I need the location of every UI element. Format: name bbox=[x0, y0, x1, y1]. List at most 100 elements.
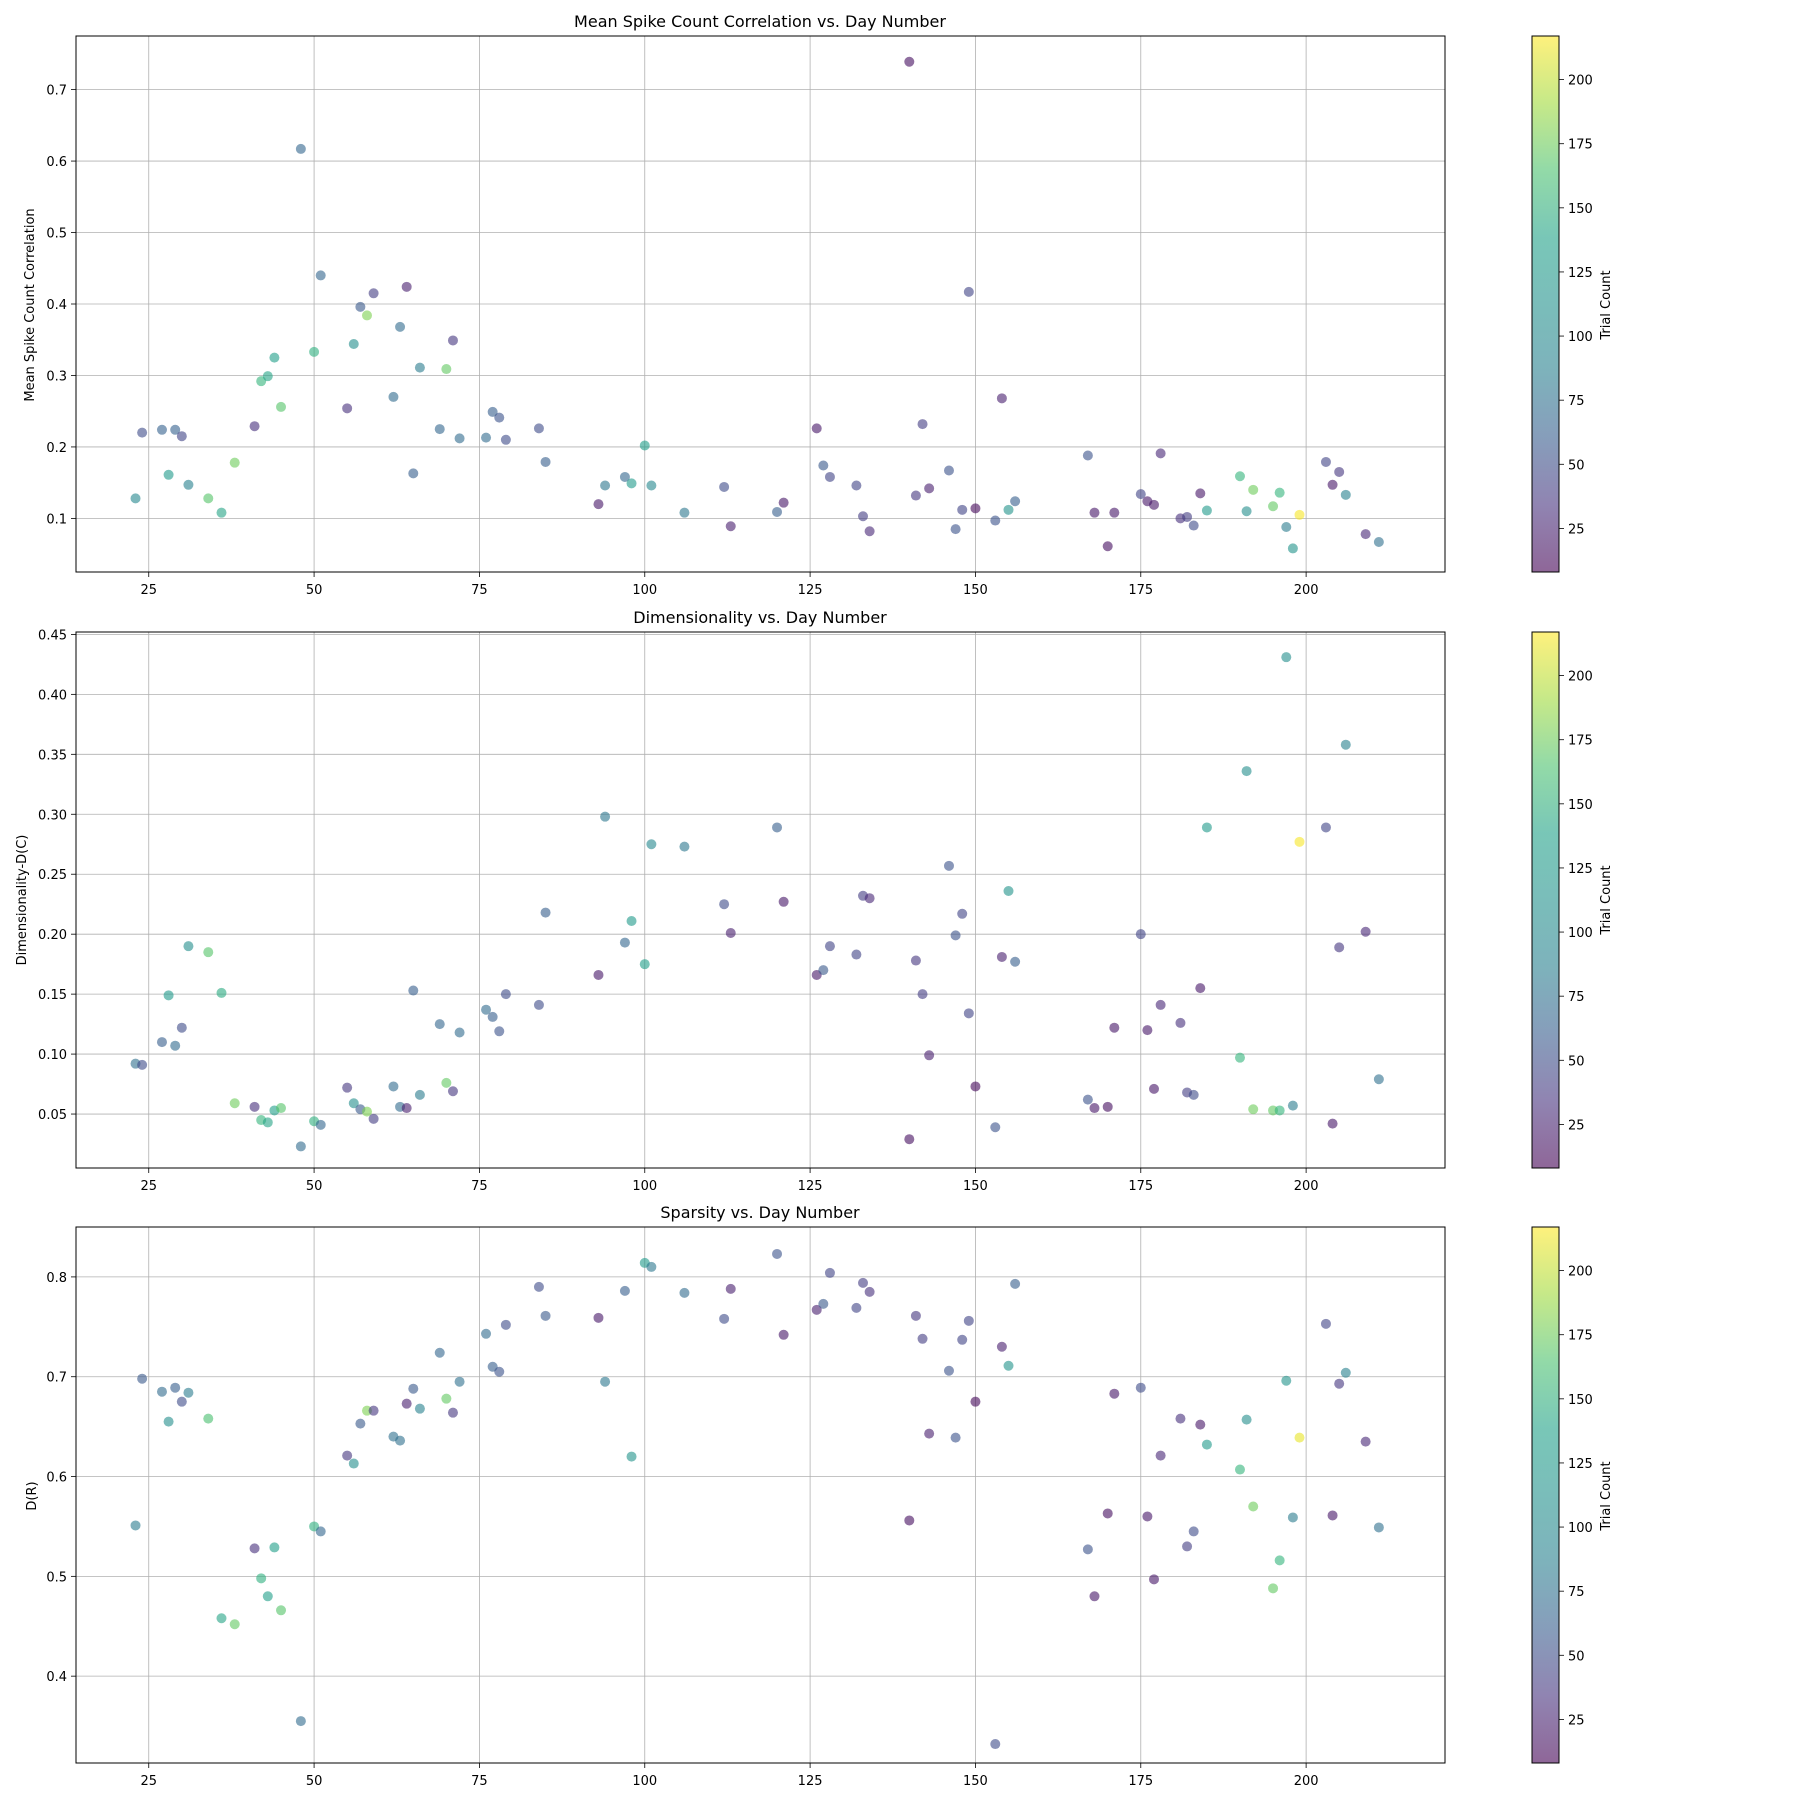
scatter-point bbox=[943, 465, 954, 476]
scatter-point bbox=[249, 1543, 260, 1554]
colorbar-ticks: 25 50 75 100 125 150 175 200 bbox=[1559, 1265, 1593, 1728]
scatter-point bbox=[256, 1573, 267, 1584]
scatter-point bbox=[315, 1119, 326, 1130]
scatter-point bbox=[904, 1515, 915, 1526]
scatter-point bbox=[1142, 1025, 1153, 1036]
colorbar-ticks: 25 50 75 100 125 150 175 200 bbox=[1559, 670, 1593, 1133]
scatter-point bbox=[249, 421, 260, 432]
scatter-point bbox=[1340, 739, 1351, 750]
scatter-point bbox=[1010, 956, 1021, 967]
panel-title: Dimensionality vs. Day Number bbox=[633, 608, 887, 627]
y-tick-label: 0.15 bbox=[38, 988, 67, 1003]
scatter-point bbox=[1155, 1450, 1166, 1461]
scatter-point bbox=[309, 346, 320, 357]
scatter-point bbox=[1010, 496, 1021, 507]
scatter-point bbox=[408, 1383, 419, 1394]
scatter-point bbox=[1089, 1591, 1100, 1602]
scatter-point bbox=[395, 1435, 406, 1446]
scatter-point bbox=[1327, 479, 1338, 490]
y-axis-label: Mean Spike Count Correlation bbox=[23, 208, 38, 401]
scatter-point bbox=[1175, 1017, 1186, 1028]
scatter-point bbox=[1149, 1083, 1160, 1094]
scatter-point bbox=[619, 937, 630, 948]
scatter-point bbox=[540, 456, 551, 467]
scatter-point bbox=[957, 504, 968, 515]
scatter-point bbox=[778, 497, 789, 508]
colorbar-tick-label: 75 bbox=[1568, 990, 1585, 1005]
scatter-point bbox=[1201, 505, 1212, 516]
scatter-point bbox=[176, 1396, 187, 1407]
scatter-point bbox=[355, 1418, 366, 1429]
scatter-point bbox=[811, 423, 822, 434]
y-tick-label: 0.7 bbox=[46, 84, 67, 99]
plot-area bbox=[75, 631, 1446, 1169]
scatter-point bbox=[1175, 1413, 1186, 1424]
colorbar-label: Trial Count bbox=[1599, 865, 1614, 935]
colorbar-tick-label: 175 bbox=[1568, 138, 1593, 153]
scatter-point bbox=[1287, 1512, 1298, 1523]
scatter-point bbox=[1373, 536, 1384, 547]
scatter-point bbox=[348, 1458, 359, 1469]
scatter-point bbox=[447, 335, 458, 346]
scatter-point bbox=[447, 1086, 458, 1097]
y-tick-label: 0.25 bbox=[38, 868, 67, 883]
x-tick-label: 150 bbox=[963, 1179, 988, 1194]
y-axis-label: Dimensionality-D(C) bbox=[15, 835, 30, 966]
scatter-point bbox=[990, 515, 1001, 526]
scatter-point bbox=[963, 286, 974, 297]
scatter-point bbox=[679, 841, 690, 852]
scatter-point bbox=[533, 423, 544, 434]
scatter-point bbox=[600, 480, 611, 491]
scatter-points bbox=[130, 1248, 1384, 1750]
scatter-point bbox=[1149, 499, 1160, 510]
scatter-point bbox=[183, 479, 194, 490]
scatter-point bbox=[163, 990, 174, 1001]
scatter-point bbox=[368, 1405, 379, 1416]
scatter-point bbox=[970, 1396, 981, 1407]
scatter-point bbox=[269, 352, 280, 363]
colorbar-tick-label: 25 bbox=[1568, 1713, 1585, 1728]
colorbar-gradient bbox=[1532, 1227, 1559, 1763]
scatter-point bbox=[1195, 983, 1206, 994]
scatter-point bbox=[1109, 1022, 1120, 1033]
scatter-point bbox=[1334, 466, 1345, 477]
scatter-point bbox=[414, 1089, 425, 1100]
scatter-point bbox=[957, 1334, 968, 1345]
x-tick-label: 50 bbox=[306, 583, 323, 598]
scatter-point bbox=[368, 1113, 379, 1124]
x-tick-label: 125 bbox=[798, 1774, 823, 1789]
scatter-point bbox=[924, 1050, 935, 1061]
scatter-point bbox=[342, 403, 353, 414]
scatter-point bbox=[646, 480, 657, 491]
scatter-point bbox=[156, 1037, 167, 1048]
y-tick-label: 0.8 bbox=[46, 1271, 67, 1286]
scatter-point bbox=[619, 1285, 630, 1296]
scatter-point bbox=[295, 1716, 306, 1727]
y-tick-label: 0.7 bbox=[46, 1371, 67, 1386]
y-tick-label: 0.30 bbox=[38, 808, 67, 823]
colorbar: 25 50 75 100 125 150 175 200 Trial Count bbox=[1531, 1226, 1614, 1764]
scatter-point bbox=[454, 1376, 465, 1387]
colorbar-gradient bbox=[1532, 632, 1559, 1168]
scatter-point bbox=[851, 1302, 862, 1313]
scatter-point bbox=[1003, 1360, 1014, 1371]
y-tick-label: 0.6 bbox=[46, 155, 67, 170]
scatter-point bbox=[719, 481, 730, 492]
scatter-point bbox=[824, 471, 835, 482]
x-tick-label: 25 bbox=[140, 583, 157, 598]
scatter-point bbox=[1334, 1378, 1345, 1389]
scatter-point bbox=[1281, 1375, 1292, 1386]
scatter-point bbox=[348, 1098, 359, 1109]
colorbar-tick-label: 125 bbox=[1568, 1457, 1593, 1472]
x-tick-label: 175 bbox=[1128, 1774, 1153, 1789]
plot-area bbox=[75, 1226, 1446, 1764]
colorbar-tick-label: 50 bbox=[1568, 1649, 1585, 1664]
scatter-point bbox=[500, 434, 511, 445]
scatter-point bbox=[183, 941, 194, 952]
scatter-point bbox=[1320, 822, 1331, 833]
colorbar-frame bbox=[1531, 1226, 1560, 1764]
x-tick-label: 175 bbox=[1128, 583, 1153, 598]
scatter-point bbox=[1102, 541, 1113, 552]
colorbar-tick-label: 150 bbox=[1568, 202, 1593, 217]
colorbar-tick-label: 25 bbox=[1568, 1118, 1585, 1133]
